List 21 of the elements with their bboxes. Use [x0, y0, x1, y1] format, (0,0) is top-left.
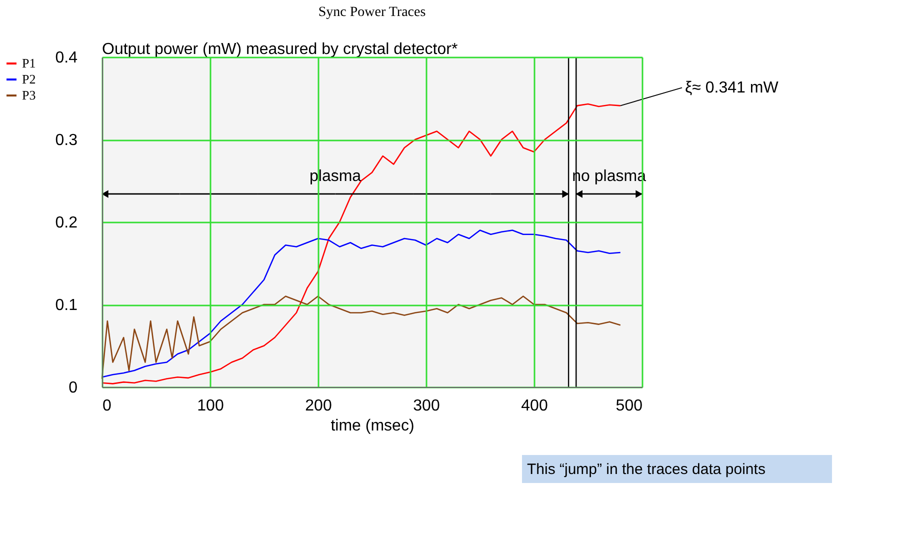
x-tick-label: 100	[197, 398, 224, 414]
x-tick-label: 500	[616, 398, 643, 414]
y-tick-label: 0.4	[55, 50, 78, 66]
x-tick-label: 400	[521, 398, 548, 414]
text: This “jump” in the traces data points	[527, 461, 766, 478]
line-series	[101, 296, 622, 380]
y-tick-label: 0	[68, 380, 78, 396]
x-tick-label: 0	[102, 398, 112, 414]
y-tick-label: 0.2	[55, 214, 78, 232]
x-axis-title: time (msec)	[330, 418, 414, 434]
y-tick-label: 0.3	[55, 132, 78, 149]
y-tick-label: 0.1	[55, 297, 78, 314]
annotation: ξ≈ 0.341 mW	[685, 80, 780, 97]
legend-label: P1	[22, 56, 36, 70]
line-series	[101, 230, 622, 378]
x-tick-label: 200	[305, 398, 332, 414]
legend-label: P2	[22, 72, 36, 86]
annotation: Output power (mW) measured by crystal detector*	[102, 41, 458, 58]
x-tick-label: 300	[413, 398, 440, 414]
legend-label: P3	[22, 88, 36, 102]
chart-title: Sync Power Traces	[318, 5, 426, 20]
